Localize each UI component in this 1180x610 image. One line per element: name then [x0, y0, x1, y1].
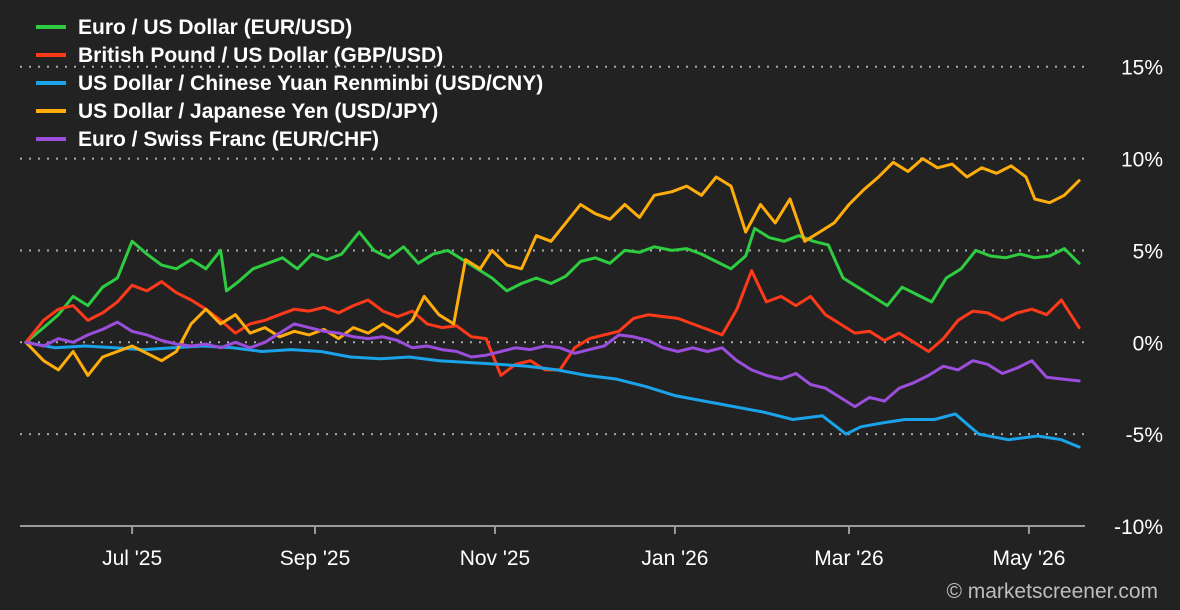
x-axis-ticks: Jul '25 Sep '25 Nov '25 Jan '26 Mar '26 May '… — [102, 526, 1065, 570]
y-tick-label: 5% — [1133, 240, 1163, 263]
legend-label-0: Euro / US Dollar (EUR/USD) — [78, 16, 352, 39]
legend-label-1: British Pound / US Dollar (GBP/USD) — [78, 44, 443, 67]
credit-text: © marketscreener.com — [946, 580, 1158, 603]
legend-label-4: Euro / Swiss Franc (EUR/CHF) — [78, 128, 379, 151]
grid-lines — [20, 65, 1085, 436]
series-line-1 — [24, 269, 1081, 377]
series-lines — [24, 157, 1081, 449]
x-tick-label: Mar '26 — [814, 547, 883, 570]
x-tick-label: May '26 — [993, 547, 1066, 570]
y-tick-label: -10% — [1114, 516, 1163, 539]
series-line-0 — [24, 226, 1081, 344]
x-tick-label: Jul '25 — [102, 547, 162, 570]
legend-label-2: US Dollar / Chinese Yuan Renminbi (USD/C… — [78, 72, 543, 95]
y-tick-label: -5% — [1126, 424, 1163, 447]
x-tick-label: Sep '25 — [280, 547, 351, 570]
legend-label-3: US Dollar / Japanese Yen (USD/JPY) — [78, 100, 438, 123]
legend: Euro / US Dollar (EUR/USD) British Pound … — [36, 16, 543, 151]
y-tick-label: 15% — [1121, 57, 1163, 80]
x-tick-label: Nov '25 — [460, 547, 531, 570]
x-tick-label: Jan '26 — [641, 547, 708, 570]
series-line-3 — [24, 157, 1081, 377]
y-axis-ticks: 15% 10% 5% 0% -5% -10% — [1114, 57, 1163, 539]
y-tick-label: 10% — [1121, 149, 1163, 172]
series-line-4 — [24, 320, 1081, 409]
series-line-2 — [24, 340, 1081, 449]
y-tick-label: 0% — [1133, 332, 1163, 355]
